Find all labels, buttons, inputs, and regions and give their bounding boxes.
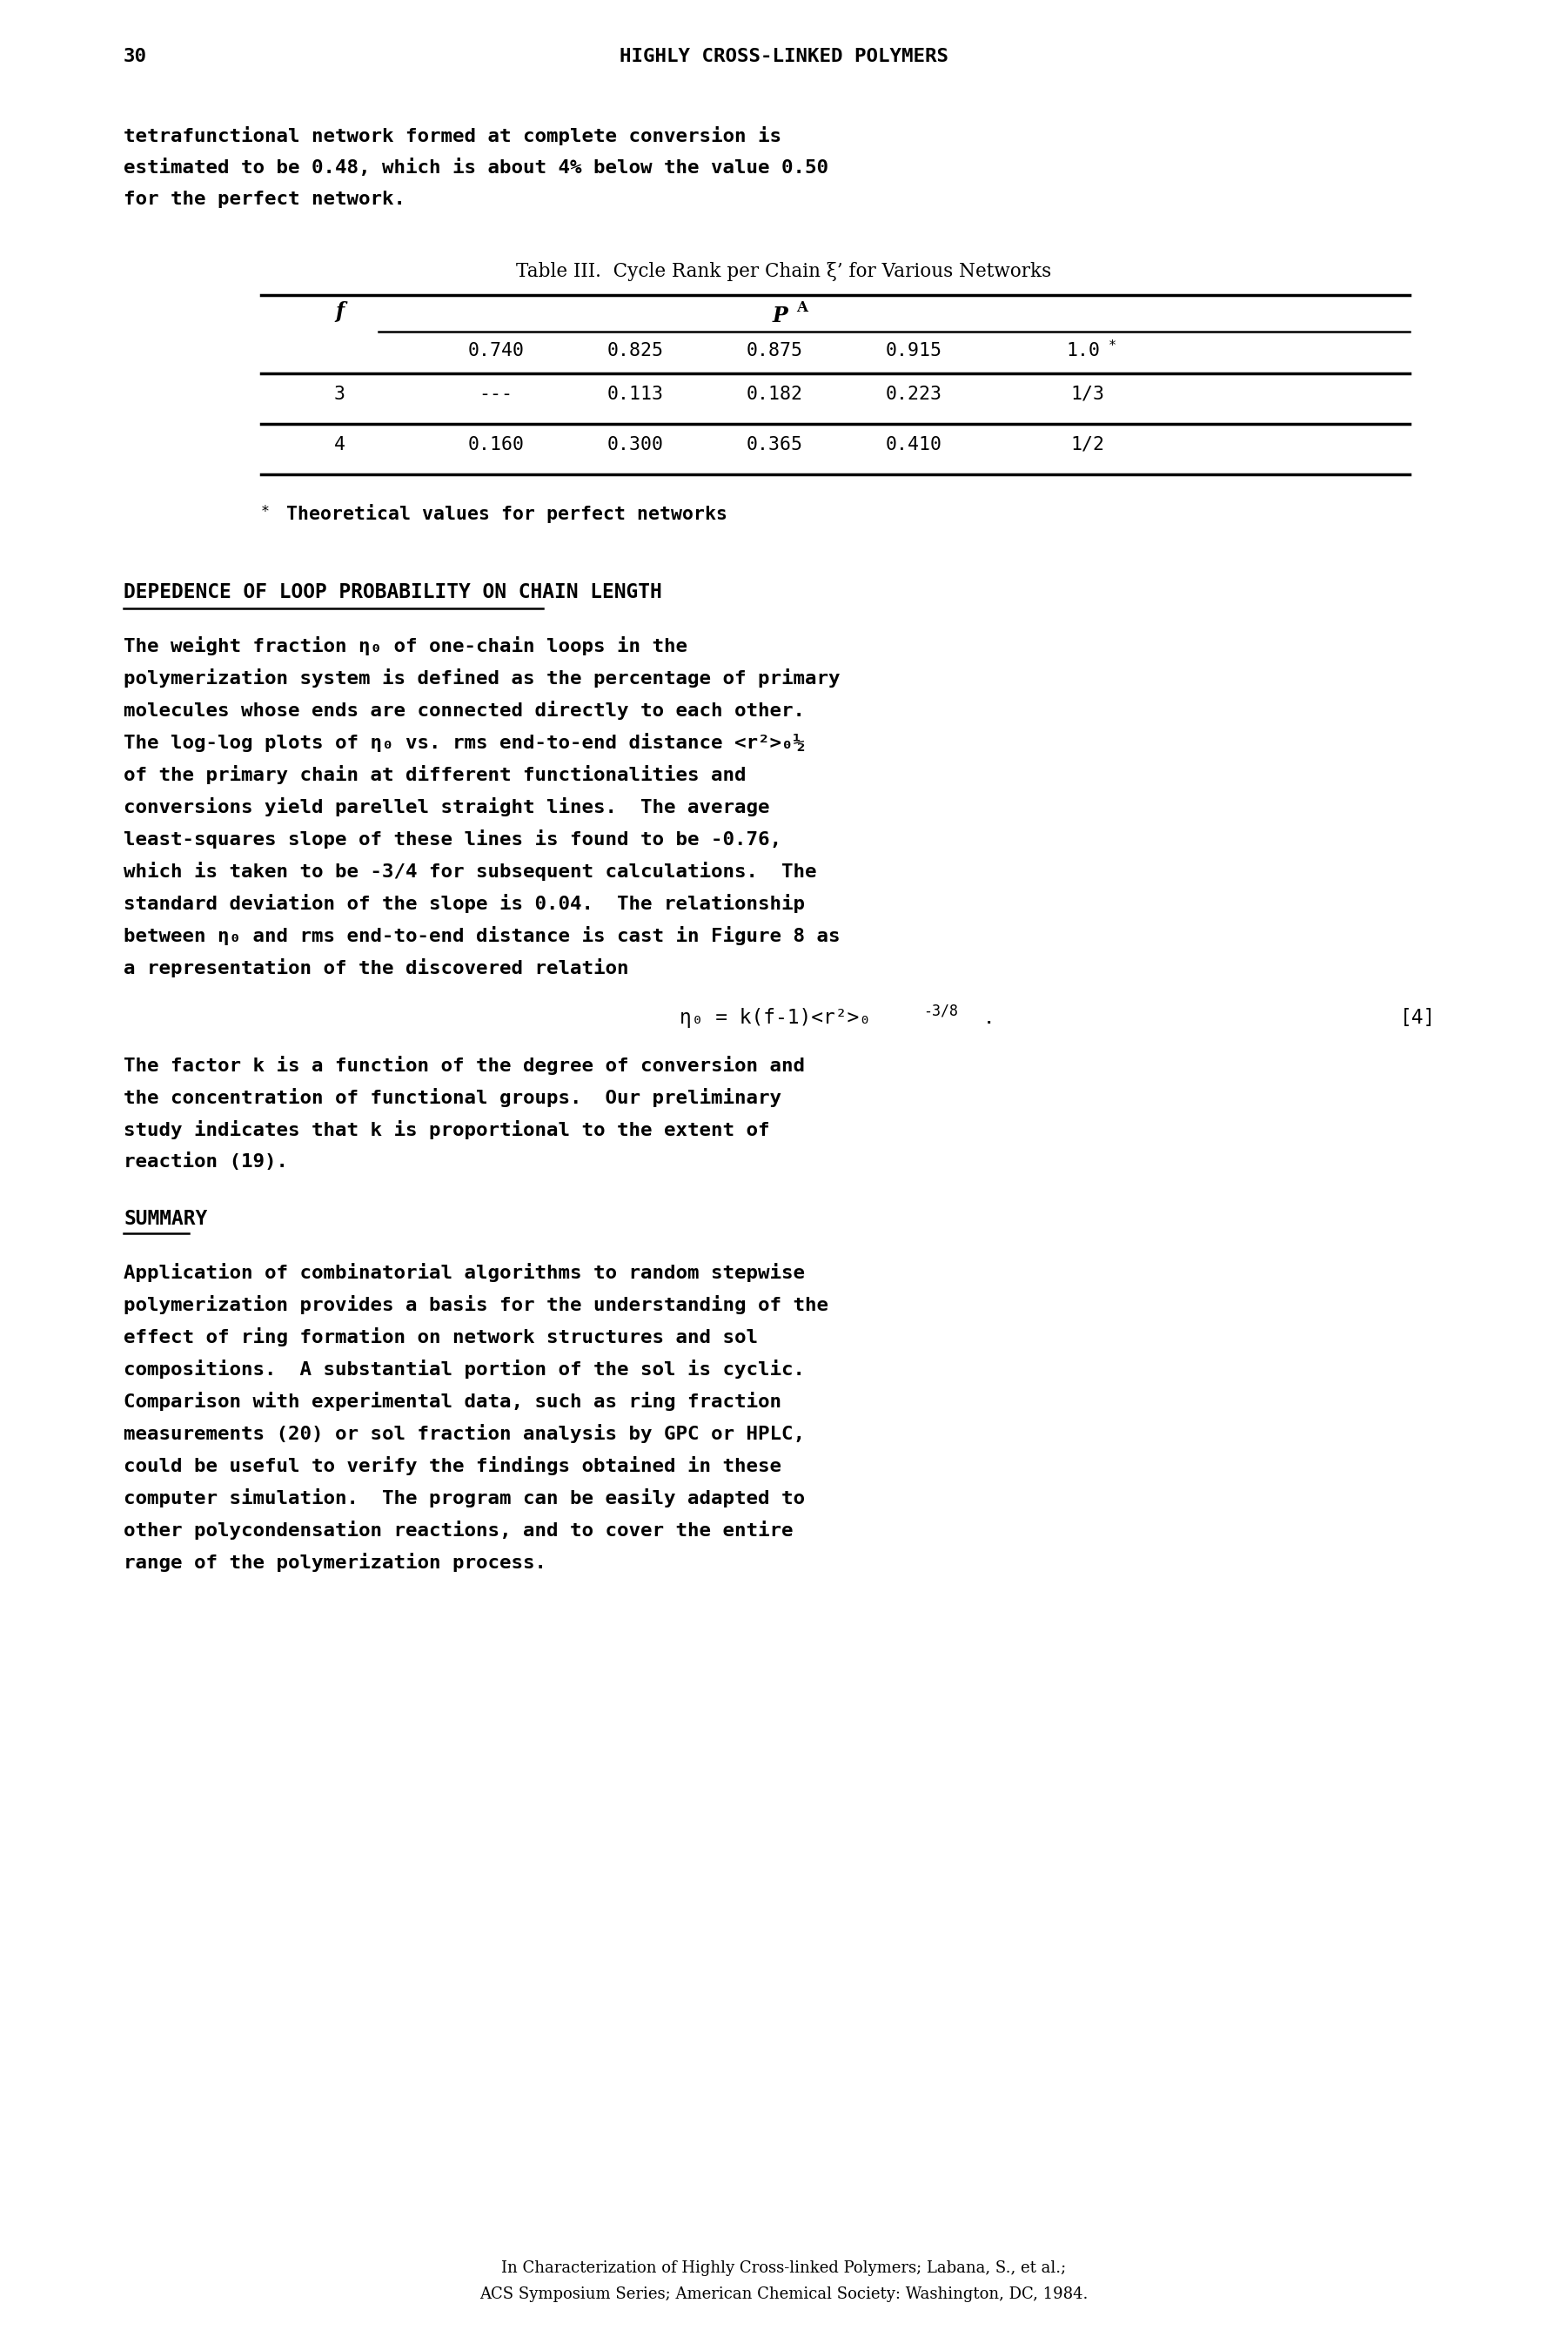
Text: 0.223: 0.223: [886, 385, 942, 402]
Text: *: *: [260, 503, 270, 519]
Text: between η₀ and rms end-to-end distance is cast in Figure 8 as: between η₀ and rms end-to-end distance i…: [124, 926, 840, 945]
Text: 0.915: 0.915: [886, 343, 942, 360]
Text: DEPEDENCE OF LOOP PROBABILITY ON CHAIN LENGTH: DEPEDENCE OF LOOP PROBABILITY ON CHAIN L…: [124, 583, 662, 602]
Text: tetrafunctional network formed at complete conversion is: tetrafunctional network formed at comple…: [124, 127, 781, 146]
Text: could be useful to verify the findings obtained in these: could be useful to verify the findings o…: [124, 1457, 781, 1476]
Text: for the perfect network.: for the perfect network.: [124, 190, 406, 209]
Text: a representation of the discovered relation: a representation of the discovered relat…: [124, 959, 629, 978]
Text: In Characterization of Highly Cross-linked Polymers; Labana, S., et al.;: In Characterization of Highly Cross-link…: [502, 2261, 1066, 2277]
Text: computer simulation.  The program can be easily adapted to: computer simulation. The program can be …: [124, 1488, 804, 1506]
Text: polymerization system is defined as the percentage of primary: polymerization system is defined as the …: [124, 667, 840, 689]
Text: measurements (20) or sol fraction analysis by GPC or HPLC,: measurements (20) or sol fraction analys…: [124, 1424, 804, 1443]
Text: 0.410: 0.410: [886, 437, 942, 454]
Text: estimated to be 0.48, which is about 4% below the value 0.50: estimated to be 0.48, which is about 4% …: [124, 157, 828, 176]
Text: 0.160: 0.160: [467, 437, 524, 454]
Text: 4: 4: [334, 437, 345, 454]
Text: 1.0: 1.0: [1066, 343, 1101, 360]
Text: η₀ = k(f-1)<r²>₀: η₀ = k(f-1)<r²>₀: [679, 1008, 870, 1027]
Text: The log-log plots of η₀ vs. rms end-to-end distance <r²>₀½: The log-log plots of η₀ vs. rms end-to-e…: [124, 733, 804, 752]
Text: SUMMARY: SUMMARY: [124, 1208, 207, 1229]
Text: conversions yield parellel straight lines.  The average: conversions yield parellel straight line…: [124, 797, 770, 815]
Text: A: A: [797, 301, 808, 315]
Text: 3: 3: [334, 385, 345, 402]
Text: 0.875: 0.875: [746, 343, 803, 360]
Text: *: *: [1109, 338, 1116, 352]
Text: The factor k is a function of the degree of conversion and: The factor k is a function of the degree…: [124, 1055, 804, 1074]
Text: molecules whose ends are connected directly to each other.: molecules whose ends are connected direc…: [124, 700, 804, 719]
Text: effect of ring formation on network structures and sol: effect of ring formation on network stru…: [124, 1328, 757, 1347]
Text: range of the polymerization process.: range of the polymerization process.: [124, 1553, 547, 1572]
Text: of the primary chain at different functionalities and: of the primary chain at different functi…: [124, 766, 746, 785]
Text: standard deviation of the slope is 0.04.  The relationship: standard deviation of the slope is 0.04.…: [124, 893, 804, 914]
Text: Theoretical values for perfect networks: Theoretical values for perfect networks: [274, 503, 728, 524]
Text: other polycondensation reactions, and to cover the entire: other polycondensation reactions, and to…: [124, 1520, 793, 1539]
Text: which is taken to be -3/4 for subsequent calculations.  The: which is taken to be -3/4 for subsequent…: [124, 862, 817, 881]
Text: [4]: [4]: [1400, 1008, 1436, 1027]
Text: 0.182: 0.182: [746, 385, 803, 402]
Text: 30: 30: [124, 47, 147, 66]
Text: compositions.  A substantial portion of the sol is cyclic.: compositions. A substantial portion of t…: [124, 1361, 804, 1379]
Text: The weight fraction η₀ of one-chain loops in the: The weight fraction η₀ of one-chain loop…: [124, 637, 687, 656]
Text: 0.300: 0.300: [607, 437, 663, 454]
Text: polymerization provides a basis for the understanding of the: polymerization provides a basis for the …: [124, 1295, 828, 1314]
Text: -3/8: -3/8: [924, 1003, 958, 1020]
Text: 0.365: 0.365: [746, 437, 803, 454]
Text: 0.740: 0.740: [467, 343, 524, 360]
Text: study indicates that k is proportional to the extent of: study indicates that k is proportional t…: [124, 1121, 770, 1140]
Text: Application of combinatorial algorithms to random stepwise: Application of combinatorial algorithms …: [124, 1262, 804, 1283]
Text: the concentration of functional groups.  Our preliminary: the concentration of functional groups. …: [124, 1088, 781, 1107]
Text: Table III.  Cycle Rank per Chain ξ’ for Various Networks: Table III. Cycle Rank per Chain ξ’ for V…: [516, 261, 1052, 282]
Text: 0.825: 0.825: [607, 343, 663, 360]
Text: 1/2: 1/2: [1071, 437, 1104, 454]
Text: ---: ---: [478, 385, 513, 402]
Text: f: f: [336, 301, 343, 322]
Text: ACS Symposium Series; American Chemical Society: Washington, DC, 1984.: ACS Symposium Series; American Chemical …: [480, 2287, 1088, 2303]
Text: HIGHLY CROSS-LINKED POLYMERS: HIGHLY CROSS-LINKED POLYMERS: [619, 47, 949, 66]
Text: P: P: [771, 306, 787, 327]
Text: 1/3: 1/3: [1071, 385, 1104, 402]
Text: least-squares slope of these lines is found to be -0.76,: least-squares slope of these lines is fo…: [124, 830, 781, 848]
Text: Comparison with experimental data, such as ring fraction: Comparison with experimental data, such …: [124, 1391, 781, 1410]
Text: .: .: [971, 1008, 996, 1027]
Text: 0.113: 0.113: [607, 385, 663, 402]
Text: reaction (19).: reaction (19).: [124, 1152, 289, 1170]
